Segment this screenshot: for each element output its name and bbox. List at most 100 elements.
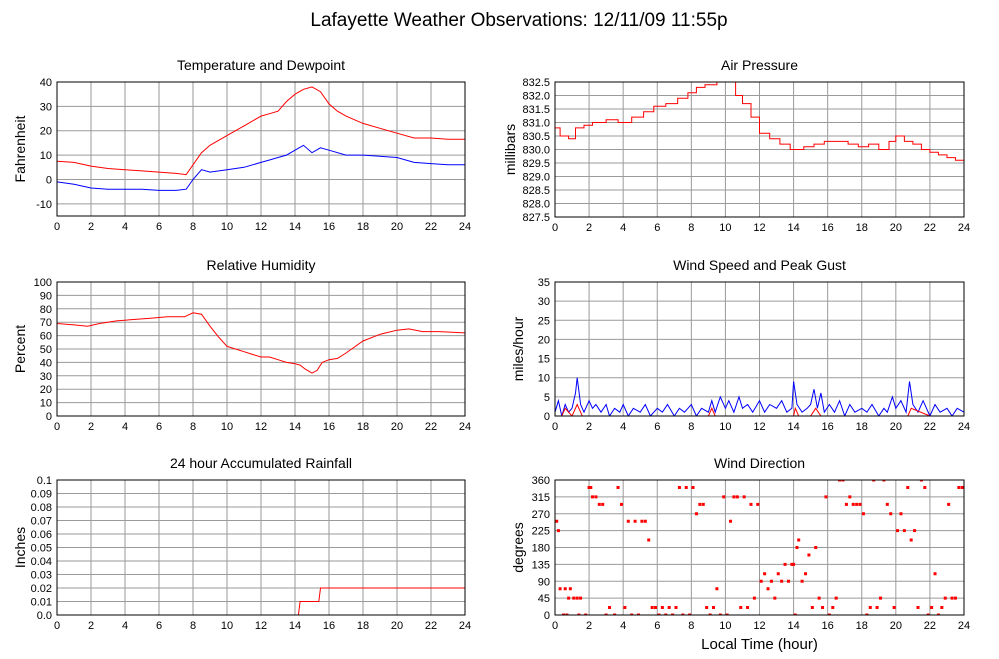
direction-point: [844, 502, 848, 506]
x-tick-label: 2: [586, 620, 592, 632]
direction-point: [786, 579, 790, 583]
direction-point: [766, 587, 770, 591]
direction-point: [565, 613, 569, 615]
y-tick-label: 827.5: [522, 212, 550, 224]
y-tick-label: 5: [544, 392, 550, 404]
x-tick-label: 10: [221, 421, 233, 433]
direction-point: [790, 562, 794, 566]
x-tick-label: 18: [357, 421, 369, 433]
direction-point: [800, 579, 804, 583]
direction-point: [858, 502, 862, 506]
direction-point: [943, 596, 947, 600]
direction-point: [684, 486, 688, 489]
direction-point: [597, 502, 601, 506]
x-tick-label: 2: [88, 221, 94, 233]
direction-point: [851, 502, 855, 506]
direction-point: [783, 562, 787, 566]
x-tick-label: 20: [391, 620, 403, 632]
plot-frame: [554, 479, 965, 616]
x-tick-label: 6: [156, 421, 162, 433]
y-tick-label: 15: [538, 354, 550, 366]
direction-point: [650, 606, 654, 609]
direction-point: [718, 613, 722, 615]
direction-point: [902, 529, 906, 533]
direction-point: [919, 480, 923, 482]
series-line-1: [555, 403, 964, 416]
direction-point: [953, 596, 957, 600]
direction-point: [563, 587, 567, 591]
y-tick-label: -10: [36, 199, 52, 211]
y-tick-label: 10: [538, 373, 550, 385]
direction-point: [817, 596, 821, 600]
direction-point: [705, 606, 709, 609]
direction-point: [579, 596, 583, 600]
y-tick-label: 80: [40, 304, 52, 316]
direction-point: [677, 486, 681, 489]
direction-point: [558, 587, 562, 591]
direction-point: [604, 613, 608, 615]
direction-point: [590, 495, 594, 499]
direction-point: [838, 480, 842, 482]
x-tick-label: 24: [958, 620, 970, 632]
x-tick-label: 6: [654, 421, 660, 433]
x-tick-label: 10: [221, 620, 233, 632]
y-tick-label: 30: [40, 101, 52, 113]
direction-point: [769, 579, 773, 583]
x-tick-label: 14: [289, 620, 301, 632]
x-tick-label: 12: [255, 421, 267, 433]
y-tick-label: 225: [532, 526, 550, 538]
x-tick-label: 14: [787, 421, 799, 433]
direction-point: [841, 480, 845, 482]
direction-point: [889, 512, 893, 516]
direction-point: [613, 613, 617, 615]
direction-point: [577, 613, 581, 615]
y-tick-label: 60: [40, 331, 52, 343]
direction-point: [756, 502, 760, 506]
x-tick-label: 6: [654, 222, 660, 234]
direction-point: [633, 519, 637, 523]
direction-point: [759, 579, 763, 583]
y-tick-label: 0.0: [37, 610, 52, 622]
direction-point: [619, 502, 623, 506]
y-tick-label: 0.08: [31, 502, 52, 514]
y-tick-label: 30: [538, 296, 550, 308]
direction-point: [896, 529, 900, 533]
chart-title: Wind Direction: [714, 455, 805, 471]
x-tick-label: 8: [688, 620, 694, 632]
y-tick-label: 0.04: [31, 556, 52, 568]
y-tick-label: 20: [40, 384, 52, 396]
plot-frame: [554, 281, 965, 417]
direction-point: [640, 519, 644, 523]
y-tick-label: 829.0: [522, 172, 550, 184]
y-tick-label: 70: [40, 317, 52, 329]
direction-point: [807, 553, 811, 557]
y-tick-label: 831.0: [522, 118, 550, 130]
direction-point: [957, 486, 961, 489]
x-tick-label: 24: [459, 421, 471, 433]
y-tick-label: 360: [532, 475, 550, 487]
x-tick-label: 20: [391, 421, 403, 433]
x-tick-label: 22: [425, 620, 437, 632]
direction-point: [875, 606, 879, 609]
plot-frame: [56, 479, 466, 616]
direction-point: [630, 613, 634, 615]
direction-point: [916, 606, 920, 609]
x-tick-label: 0: [54, 620, 60, 632]
direction-point: [626, 519, 630, 523]
x-tick-label: 22: [924, 620, 936, 632]
direction-point: [555, 519, 559, 523]
x-tick-label: 22: [924, 421, 936, 433]
x-tick-label: 16: [822, 620, 834, 632]
series-line-0: [57, 86, 465, 176]
x-tick-label: 4: [122, 620, 128, 632]
x-tick-label: 16: [323, 620, 335, 632]
x-tick-label: 18: [357, 221, 369, 233]
y-axis-label: Inches: [12, 527, 28, 568]
x-tick-label: 10: [719, 222, 731, 234]
y-tick-label: 0: [544, 610, 550, 622]
direction-point: [940, 606, 944, 609]
